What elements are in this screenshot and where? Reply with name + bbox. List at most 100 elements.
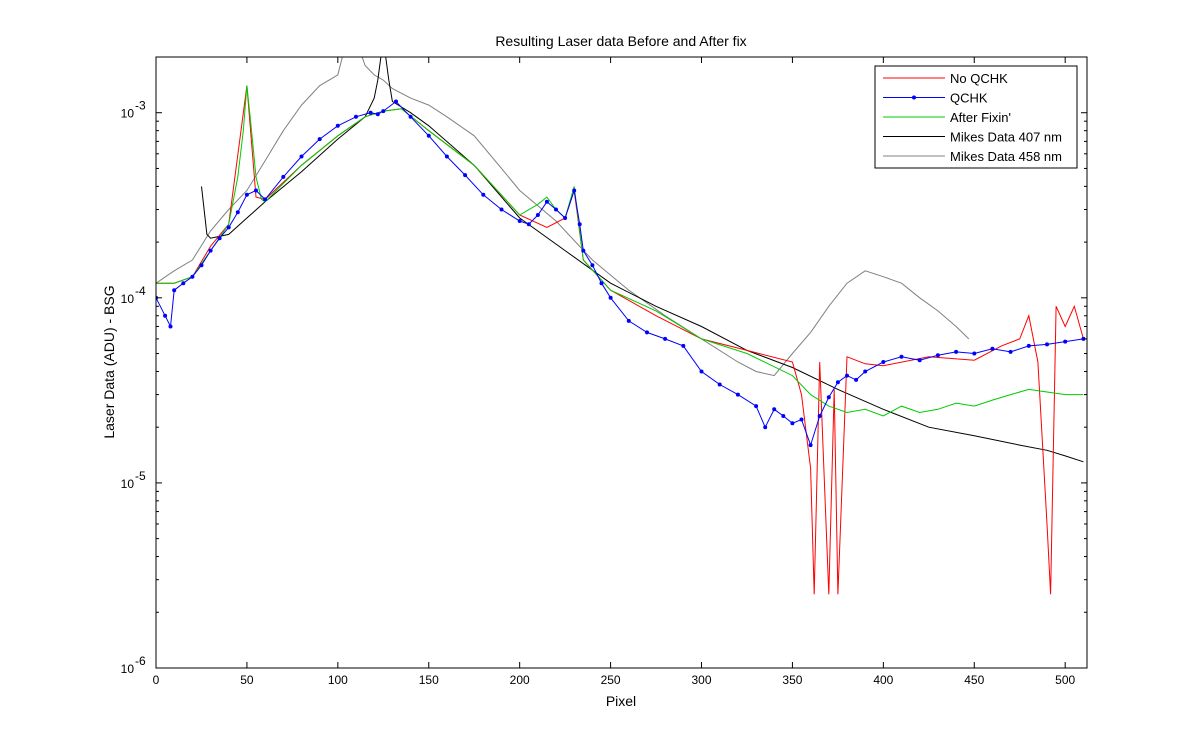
series-point-1 [354,114,358,119]
legend-label-2: After Fixin' [950,110,1011,125]
series-point-1 [808,443,813,448]
series-point-1 [626,318,631,323]
series-point-1 [554,207,558,212]
series-point-1 [190,274,195,279]
x-tick-label: 50 [240,673,254,687]
series-point-1 [781,414,786,418]
tick-layer: 0 50 100 150 200 250 300 350 400 450 50010-610-510… [121,56,1087,687]
series-point-1 [1063,339,1068,344]
series-point-1 [954,349,959,354]
series-point-1 [563,216,568,220]
series-point-1 [863,369,868,374]
x-tick-label: 200 [510,673,530,687]
y-tick-exponent: -6 [135,654,146,668]
series-point-1 [426,133,431,138]
series-point-1 [817,414,822,418]
y-tick-label: 10 [121,662,135,676]
series-point-1 [544,199,549,204]
series-point-1 [590,263,595,268]
series-point-1 [790,421,795,426]
y-tick-exponent: -4 [135,284,146,298]
series-point-1 [163,313,168,318]
series-point-1 [299,154,304,159]
series-point-1 [917,358,922,363]
series-point-1 [526,222,531,227]
series-point-1 [663,336,668,341]
chart-title: Resulting Laser data Before and After fi… [495,33,746,49]
legend-label-3: Mikes Data 407 nm [950,130,1062,145]
legend-label-1: QCHK [950,91,988,106]
y-axis-label: Laser Data (ADU) - BSG [101,285,117,438]
series-point-1 [172,288,177,293]
series-point-1 [1026,343,1031,348]
series-point-1 [763,425,768,430]
series-point-1 [899,354,904,359]
series-point-1 [517,219,522,223]
series-point-1 [226,225,231,230]
x-axis-label: Pixel [606,693,636,709]
series-point-1 [235,210,240,215]
y-tick-label: 10 [121,107,135,121]
series-point-1 [572,188,577,193]
series-point-1 [535,213,540,217]
series-point-1 [217,236,222,241]
series-point-1 [368,110,373,115]
series-point-1 [281,174,286,179]
series-point-1 [717,382,722,387]
x-tick-label: 150 [419,673,439,687]
x-tick-label: 500 [1055,673,1075,687]
series-point-1 [1045,342,1049,347]
series-point-1 [990,346,995,351]
y-tick-label: 10 [121,292,135,306]
x-tick-label: 250 [601,673,621,687]
series-point-1 [1081,336,1086,341]
series-point-1 [168,324,173,329]
y-tick-exponent: -5 [135,469,146,483]
series-point-1 [835,380,840,385]
y-tick-exponent: -3 [135,99,146,113]
series-point-1 [199,263,204,268]
x-tick-label: 450 [964,673,984,687]
series-point-1 [444,154,449,159]
x-tick-label: 100 [328,673,348,687]
legend-marker-1 [912,95,916,100]
series-point-1 [481,192,486,197]
x-tick-label: 400 [873,673,893,687]
series-point-1 [881,360,886,364]
legend-label-4: Mikes Data 458 nm [950,149,1062,164]
series-point-1 [208,248,213,253]
x-tick-label: 300 [691,673,711,687]
series-point-1 [1008,349,1013,354]
series-point-1 [244,192,249,197]
series-point-1 [335,123,340,128]
series-point-1 [608,295,613,300]
series-point-1 [317,137,322,142]
series-point-1 [394,99,398,104]
series-point-1 [599,281,604,286]
series-point-1 [381,109,386,114]
legend: No QCHK QCHK After Fixin' Mikes Data 407 nm… [874,65,1078,169]
y-tick-label: 10 [121,477,135,491]
series-point-1 [772,407,777,412]
x-tick-label: 350 [782,673,802,687]
x-tick-label: 0 [153,673,160,687]
series-point-1 [845,373,849,378]
series-point-1 [254,188,258,193]
series-layer [156,57,1086,595]
series-point-1 [854,377,859,382]
axes-box [155,56,1088,669]
series-point-1 [681,343,686,348]
series-point-1 [699,369,704,374]
series-point-1 [263,197,268,202]
series-point-1 [181,281,186,286]
series-point-1 [463,173,468,178]
series-point-1 [408,114,413,119]
series-line-3 [201,57,1084,463]
series-line-0 [156,85,1084,595]
series-point-1 [754,404,759,409]
series-point-1 [972,351,977,356]
series-point-1 [735,392,740,397]
series-point-1 [581,248,586,253]
series-line-4 [156,57,970,377]
